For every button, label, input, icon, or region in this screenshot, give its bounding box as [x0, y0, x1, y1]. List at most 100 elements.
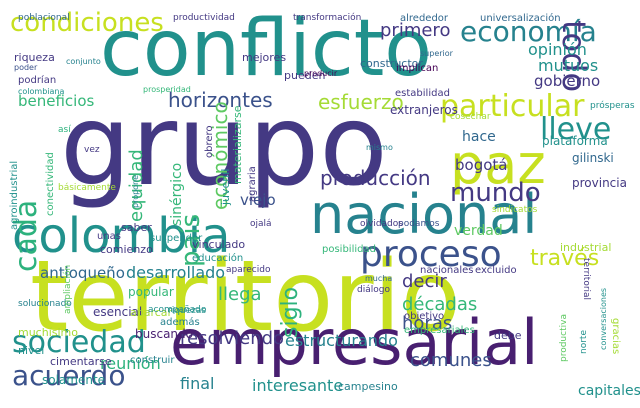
word-provincia: provincia — [572, 176, 627, 190]
word-proceso: proceso — [360, 234, 502, 275]
word-nacionales: nacionales — [420, 265, 474, 276]
word-conjunto: conjunto — [66, 57, 101, 66]
word-empresarial: empresarial — [170, 306, 539, 379]
word-interesante: interesante — [252, 376, 344, 395]
word-popular: popular — [128, 285, 174, 299]
word-capitales: capitales — [578, 383, 640, 399]
word-implican: implican — [396, 63, 439, 74]
word-acompañado: acompañado — [148, 305, 207, 315]
word-mejores: mejores — [242, 51, 287, 64]
word-primero: primero — [380, 20, 451, 41]
word-agraria: agraria — [247, 166, 258, 202]
word-riqueza: riqueza — [14, 51, 55, 64]
word-través: través — [530, 246, 600, 271]
word-excluido: excluido — [475, 265, 517, 276]
word-sindicatos: sindicatos — [492, 205, 538, 215]
word-obrero: obrero — [204, 125, 215, 158]
word-particular: particular — [440, 89, 585, 124]
word-producción: producción — [320, 166, 431, 190]
word-podamos: podamos — [398, 219, 440, 229]
word-abarcar: abarcar — [130, 306, 173, 319]
word-producir: producir — [304, 69, 338, 78]
word-economía: economía — [460, 15, 597, 48]
word-además: además — [160, 317, 200, 328]
word-gobierno: gobierno — [534, 72, 601, 90]
word-objetivo: objetivo — [404, 311, 445, 322]
word-olvidados: olvidados — [360, 219, 403, 229]
word-extranjeros: extranjeros — [390, 103, 458, 117]
word-riquezas: riquezas — [168, 306, 207, 316]
word-productiva: productiva — [559, 314, 569, 362]
word-bogotá: bogotá — [455, 156, 508, 174]
word-mismo: mismo — [366, 143, 393, 152]
word-acuerdo: acuerdo — [12, 359, 126, 392]
word-posibilidad: posibilidad — [322, 244, 376, 255]
word-territorio: territorio — [30, 240, 461, 354]
word-plataforma: plataforma — [542, 134, 608, 148]
word-vez: vez — [84, 145, 100, 155]
word-final: final — [180, 374, 215, 393]
word-grupo: grupo — [60, 81, 388, 211]
word-constructor: constructor — [360, 57, 423, 70]
word-horizontes: horizontes — [168, 88, 273, 112]
word-vinculado: vinculado — [192, 238, 246, 251]
word-solucionado: solucionado — [18, 299, 72, 309]
word-pueden: pueden — [284, 69, 326, 82]
word-conectividad: conectividad — [45, 152, 56, 216]
word-territorial: territorial — [581, 258, 591, 301]
word-condiciones: condiciones — [10, 8, 164, 38]
word-resolviendo: resolviendo — [180, 328, 285, 349]
word-mutuos: mutuos — [538, 56, 599, 75]
word-decir: decir — [402, 271, 447, 292]
word-sinérgico: sinérgico — [169, 162, 185, 226]
word-norte: norte — [579, 330, 589, 354]
word-industrial: industrial — [560, 241, 612, 254]
word-esencial: esencial — [93, 305, 143, 319]
word-así: así — [58, 125, 71, 135]
word-superior: superior — [420, 49, 453, 58]
word-reunión: reunión — [100, 354, 161, 373]
word-universalización: universalización — [480, 13, 561, 24]
word-prósperas: prósperas — [590, 101, 635, 111]
word-empresariales: empresariales — [404, 325, 475, 336]
word-décadas: décadas — [402, 294, 478, 315]
word-educación: educación — [192, 253, 244, 264]
word-opinión: opinión — [528, 40, 587, 59]
word-básicamente: básicamente — [58, 183, 116, 193]
word-conversaciones: conversaciones — [599, 287, 608, 350]
word-propone: propone — [131, 174, 140, 208]
word-campesino: campesino — [338, 380, 398, 393]
word-conflicto: conflicto — [100, 4, 433, 94]
word-beneficios: beneficios — [18, 92, 95, 110]
word-horas: horas — [402, 313, 453, 334]
word-suspender: suspender — [150, 233, 203, 244]
word-nacional: nacional — [310, 183, 538, 246]
word-comienzo: comienzo — [100, 243, 153, 256]
word-cimentarse: cimentarse — [50, 355, 112, 368]
word-hace: hace — [462, 129, 496, 145]
word-viejo: viejo — [240, 191, 276, 209]
word-aparecido: aparecido — [226, 265, 271, 275]
word-saber: saber — [121, 221, 152, 234]
word-construir: construir — [130, 355, 175, 366]
word-desarrollado: desarrollado — [126, 263, 226, 282]
word-estabilidad: estabilidad — [395, 88, 450, 99]
word-alrededor: alrededor — [400, 13, 449, 24]
word-diálogo: diálogo — [357, 285, 390, 295]
word-nivel: nivel — [18, 344, 45, 357]
word-antioqueño: antioqueño — [40, 264, 125, 282]
word-productividad: productividad — [173, 13, 235, 23]
word-ampliación: ampliación — [63, 264, 73, 314]
word-materializarse: materializarse — [231, 105, 244, 184]
word-mundo: mundo — [450, 178, 541, 208]
word-unas: unas — [97, 231, 122, 242]
word-esfuerzo: esfuerzo — [318, 90, 404, 114]
word-ojalá: ojalá — [250, 219, 272, 229]
word-debe: debe — [494, 329, 522, 342]
word-estructurando: estructurando — [285, 331, 398, 350]
word-transformación: transformación — [293, 13, 362, 23]
word-comunes: comunes — [410, 350, 492, 371]
word-colombiana: colombiana — [18, 87, 65, 96]
word-cosechar: cosechar — [450, 112, 491, 122]
word-gracias: gracias — [610, 318, 621, 355]
